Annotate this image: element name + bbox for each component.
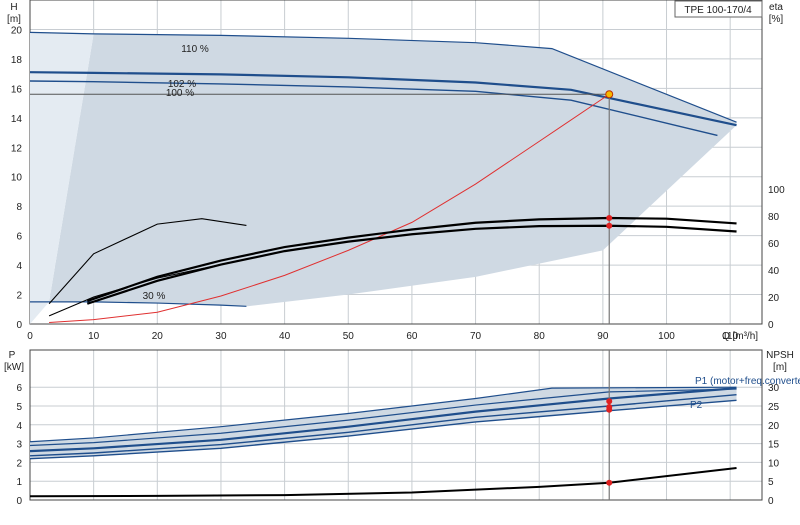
op-point-h [605,90,614,99]
npsh-axis-unit: [m] [773,362,787,373]
h-axis-label: H [10,2,17,13]
upper-light-area [30,32,94,325]
h-tick-label: 20 [11,25,23,36]
upper-operating-area [49,33,737,307]
h-tick-label: 4 [16,261,22,272]
x-tick-label: 40 [279,331,291,342]
op-point-eta-1 [606,222,613,229]
p-tick-label: 5 [16,402,22,413]
eta-curve-1 [86,224,737,305]
h-curve-0 [29,31,737,123]
npsh-tick-label: 30 [768,383,780,394]
h-curve-5 [49,93,610,324]
p-tick-label: 6 [16,383,22,394]
eta-tick-label: 60 [768,239,780,250]
curve-label-30: 30 % [143,291,166,302]
h-curve-3 [30,301,247,307]
h-tick-label: 18 [11,55,23,66]
eta-tick-label: 0 [768,320,774,331]
q-axis-label: Q [m³/h] [722,331,758,342]
chart-title: TPE 100-170/4 [684,5,752,16]
eta-axis-label: eta [769,2,783,13]
eta-tick-label: 100 [768,185,785,196]
x-tick-label: 110 [722,331,738,342]
p-curve-3 [29,386,737,443]
h-tick-label: 0 [16,320,22,331]
npsh-tick-label: 15 [768,440,780,451]
h-tick-label: 14 [11,114,23,125]
h-tick-label: 16 [11,84,23,95]
x-tick-label: 90 [597,331,609,342]
p-axis-label: P [9,350,16,361]
curve-label-110: 110 % [181,44,209,55]
h-tick-label: 8 [16,202,22,213]
h-curve-2 [29,80,718,137]
h-curve-1 [29,71,737,127]
x-tick-label: 60 [406,331,418,342]
x-tick-label: 30 [215,331,227,342]
eta-axis-unit: [%] [769,14,784,25]
npsh-curve-0 [29,467,737,498]
x-tick-label: 20 [152,331,164,342]
p-tick-label: 1 [16,477,22,488]
p-tick-label: 3 [16,440,22,451]
curve-label-100: 100 % [166,88,194,99]
x-tick-label: 100 [658,331,675,342]
op-point-npsh [606,479,613,486]
eta-tick-label: 40 [768,266,780,277]
npsh-tick-label: 0 [768,496,774,507]
npsh-axis-label: NPSH [766,350,794,361]
eta-curve-0 [86,216,737,303]
p-tick-label: 2 [16,458,22,469]
h-tick-label: 6 [16,232,22,243]
p-axis-unit: [kW] [4,362,24,373]
p1-label: P1 (motor+freq.converter) [695,376,800,387]
npsh-tick-label: 10 [768,458,780,469]
p-tick-label: 4 [16,421,22,432]
npsh-tick-label: 25 [768,402,780,413]
x-tick-label: 80 [534,331,546,342]
curve-label-102: 102 % [168,79,196,90]
eta-curve-3 [48,218,247,305]
eta-curve-2 [48,258,247,317]
lower-frame [29,349,763,501]
title-box [674,0,763,18]
x-tick-label: 10 [88,331,100,342]
x-tick-label: 0 [27,331,33,342]
op-point-p-2 [606,406,613,413]
h-tick-label: 12 [11,143,23,154]
p2-label: P2 [690,400,703,411]
h-axis-unit: [m] [7,14,21,25]
p-tick-label: 0 [16,496,22,507]
eta-tick-label: 20 [768,293,780,304]
npsh-tick-label: 5 [768,477,774,488]
npsh-tick-label: 20 [768,421,780,432]
eta-tick-label: 80 [768,212,780,223]
h-tick-label: 2 [16,291,22,302]
op-point-eta-0 [606,215,613,222]
x-tick-label: 50 [343,331,355,342]
x-tick-label: 70 [470,331,482,342]
op-point-p-0 [606,398,613,405]
h-tick-label: 10 [11,173,23,184]
